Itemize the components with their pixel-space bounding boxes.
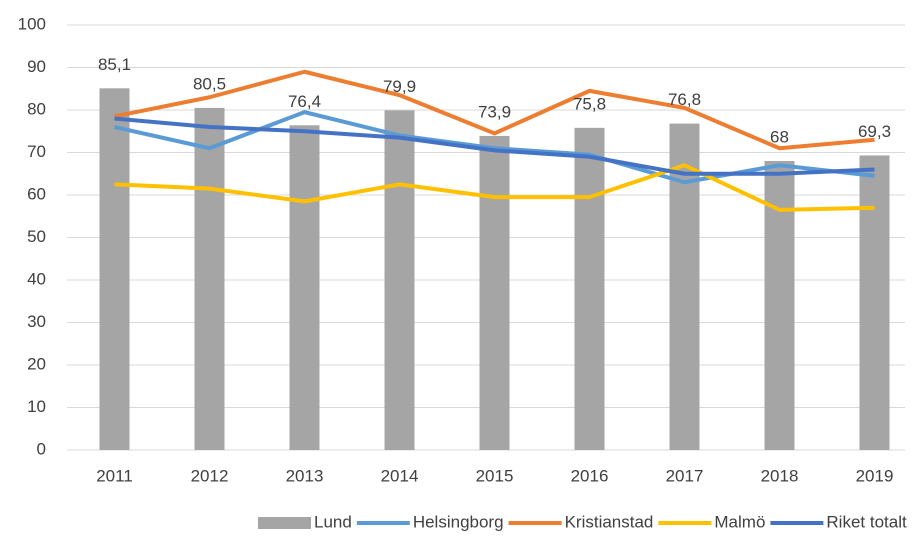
x-tick-label: 2011 — [96, 466, 133, 485]
bar — [574, 127, 605, 450]
data-label: 80,5 — [193, 74, 226, 93]
data-label: 75,8 — [573, 94, 606, 113]
line — [114, 163, 875, 212]
bar — [479, 135, 510, 451]
line — [114, 110, 875, 185]
y-tick-label: 20 — [27, 354, 46, 373]
x-tick-label: 2015 — [476, 466, 514, 485]
y-tick-label: 10 — [27, 397, 46, 416]
legend-label: Lund — [314, 512, 352, 531]
x-tick-label: 2016 — [571, 466, 609, 485]
x-tick-label: 2013 — [286, 466, 324, 485]
data-label: 69,3 — [858, 122, 891, 141]
legend-label: Riket totalt — [826, 512, 907, 531]
y-tick-label: 90 — [27, 57, 46, 76]
bar — [194, 107, 225, 450]
x-tick-label: 2018 — [761, 466, 799, 485]
data-label: 76,8 — [668, 90, 701, 109]
x-tick-label: 2014 — [381, 466, 419, 485]
y-tick-label: 70 — [27, 142, 46, 161]
y-tick-label: 40 — [27, 269, 46, 288]
x-tick-label: 2017 — [666, 466, 704, 485]
legend-swatch — [258, 517, 311, 529]
y-tick-label: 30 — [27, 312, 46, 331]
x-tick-label: 2019 — [856, 466, 894, 485]
bar — [384, 110, 415, 451]
legend-label: Malmö — [714, 512, 765, 531]
y-tick-label: 100 — [18, 14, 46, 33]
y-tick-label: 0 — [37, 439, 46, 458]
bar — [859, 155, 890, 450]
y-tick-label: 80 — [27, 99, 46, 118]
legend-label: Kristianstad — [565, 512, 654, 531]
bar — [289, 125, 320, 451]
line — [114, 69, 875, 151]
bar — [99, 88, 130, 450]
data-label: 85,1 — [98, 55, 131, 74]
data-label: 76,4 — [288, 92, 321, 111]
legend-label: Helsingborg — [413, 512, 504, 531]
y-tick-label: 60 — [27, 184, 46, 203]
x-tick-label: 2012 — [191, 466, 229, 485]
data-label: 79,9 — [383, 77, 416, 96]
y-tick-label: 50 — [27, 227, 46, 246]
line — [114, 116, 875, 176]
data-label: 73,9 — [478, 102, 511, 121]
data-label: 68 — [770, 127, 789, 146]
